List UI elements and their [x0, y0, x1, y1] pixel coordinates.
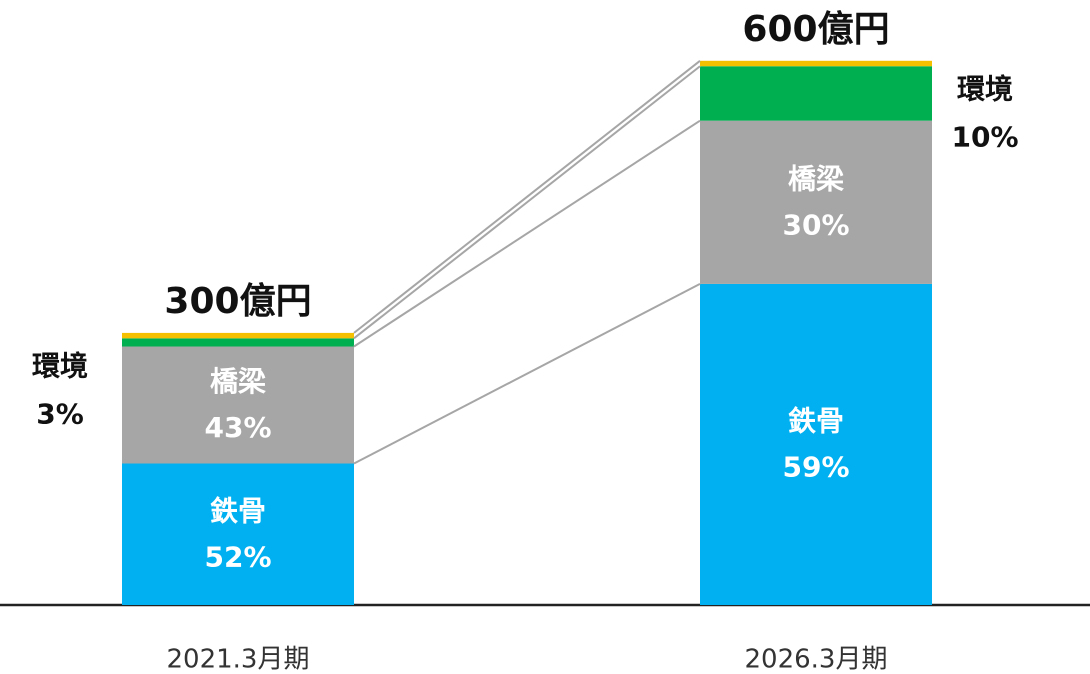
x-tick-label: 2026.3月期: [745, 645, 888, 674]
bar-segment: [122, 463, 354, 605]
total-label: 600億円: [742, 9, 889, 50]
bar-segment: [122, 346, 354, 464]
segment-name: 橋梁: [210, 365, 266, 398]
connector: [353, 60, 701, 334]
bar-segment: [122, 332, 354, 339]
segment-value: 30%: [782, 208, 849, 241]
x-tick-label: 2021.3月期: [167, 645, 310, 674]
segment-value: 3%: [36, 397, 84, 430]
segment-name: 環境: [32, 349, 88, 382]
bar-segment: [700, 120, 932, 284]
segment-name: 橋梁: [788, 162, 844, 195]
bar-stack: [700, 60, 932, 605]
segment-value: 59%: [782, 450, 849, 483]
bar-segment: [700, 283, 932, 605]
segment-name: 鉄骨: [210, 494, 266, 527]
segment-value: 43%: [204, 411, 271, 444]
connector: [353, 119, 701, 348]
bar-segment: [122, 338, 354, 347]
segment-value: 10%: [951, 120, 1018, 153]
total-label: 300億円: [164, 281, 311, 322]
bar-segment: [700, 66, 932, 121]
connector: [353, 65, 701, 340]
segment-name: 環境: [957, 72, 1013, 105]
bar-stack: [122, 332, 354, 605]
connector: [353, 283, 701, 465]
bar-segment: [700, 60, 932, 67]
segment-name: 鉄骨: [788, 404, 844, 437]
segment-value: 52%: [204, 540, 271, 573]
